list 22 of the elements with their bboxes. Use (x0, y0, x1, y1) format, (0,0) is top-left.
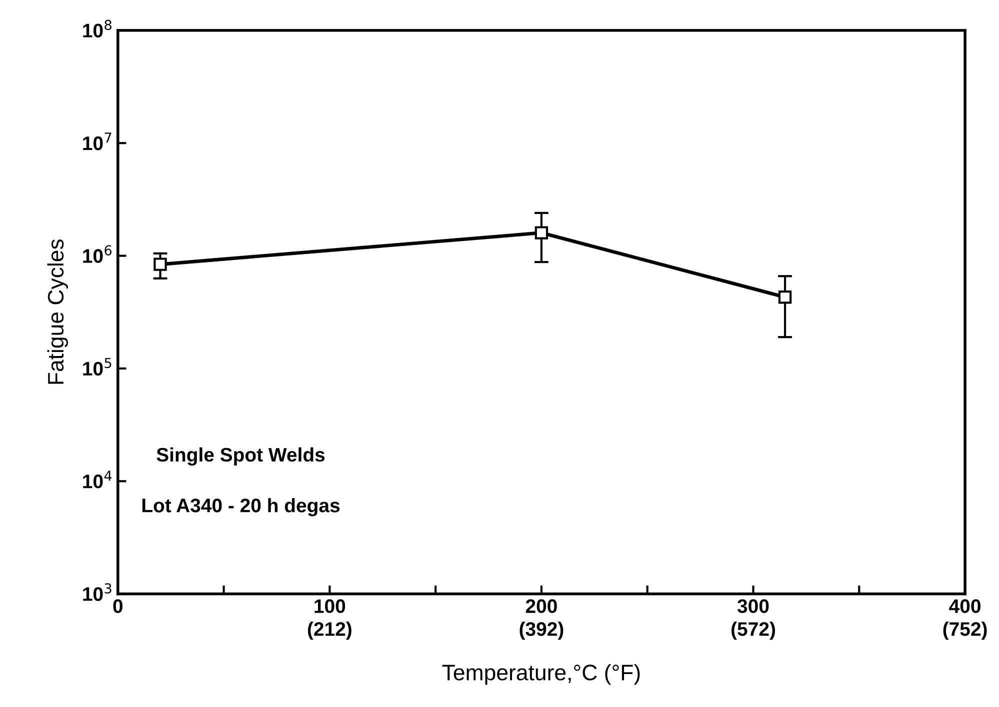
y-tick-label: 10$^{5}$ (83, 358, 112, 376)
x-axis-title: Temperature,°C (°F) (442, 664, 640, 685)
y-tick-label: 10$^{3}$ (83, 583, 112, 601)
point (534, 226, 548, 240)
x-tick-label: 200 (526, 599, 557, 614)
annotation: Single Spot Welds (156, 447, 325, 466)
y-tick-label: 10$^{8}$ (83, 20, 112, 38)
y-tick-label: 10$^{6}$ (83, 245, 112, 263)
point (778, 290, 792, 304)
x-tick-label: 400 (949, 599, 980, 614)
x2-tick-label: (212) (308, 622, 352, 640)
y-tick-label: 10$^{7}$ (83, 132, 112, 150)
point (154, 258, 167, 271)
x-tick-label: 300 (737, 599, 769, 614)
y-tick-label: 10$^{4}$ (83, 470, 112, 488)
x-tick-label: 100 (314, 599, 346, 614)
x2-tick-label: (752) (943, 622, 987, 640)
annotation: Lot A340 - 20 h degas (142, 498, 340, 516)
y-axis-title: Fatigue Cycles (47, 239, 68, 384)
x2-tick-label: (392) (520, 622, 564, 640)
x-tick-label: 0 (113, 599, 122, 614)
x2-tick-label: (572) (732, 622, 775, 640)
